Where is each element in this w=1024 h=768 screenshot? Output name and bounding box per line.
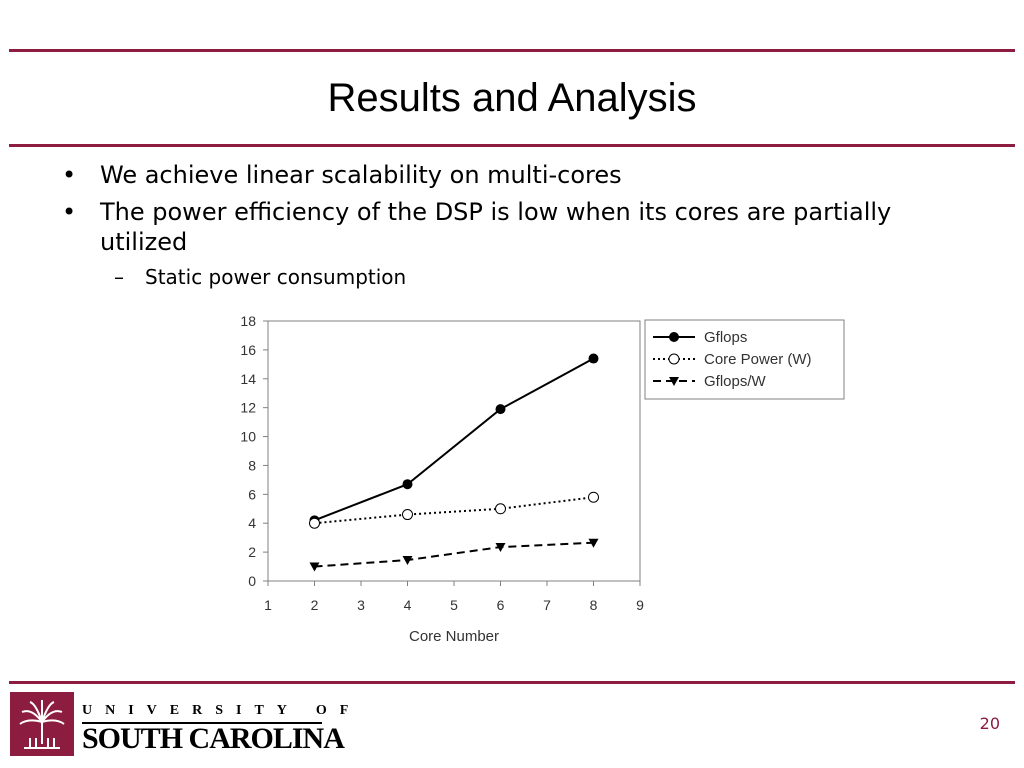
series-line-gflops xyxy=(314,357,594,522)
university-logo xyxy=(10,692,74,756)
series-line-core-power xyxy=(314,496,594,525)
bullet-text: We achieve linear scalability on multi-c… xyxy=(100,161,622,189)
series-line-gflops-per-watt xyxy=(314,541,594,568)
x-tick-label: 2 xyxy=(311,597,319,613)
footer-rule xyxy=(9,681,1015,684)
bullet-marker: • xyxy=(62,198,77,226)
x-tick-label: 6 xyxy=(497,597,505,613)
legend-label-gflops-per-watt: Gflops/W xyxy=(704,373,767,390)
data-point-core-power xyxy=(402,509,413,521)
legend-marker-core-power xyxy=(668,353,680,365)
legend-label-core-power: Core Power (W) xyxy=(704,351,812,368)
x-tick-label: 9 xyxy=(636,597,644,613)
y-tick-label: 8 xyxy=(248,457,256,473)
sub-bullet-text: Static power consumption xyxy=(145,265,407,289)
logo-south-carolina: SOUTH CAROLINA xyxy=(82,722,345,755)
bullet-text: The power efficiency of the DSP is low w… xyxy=(100,198,892,256)
y-tick-label: 12 xyxy=(240,400,256,416)
legend-label-gflops: Gflops xyxy=(704,329,747,346)
y-tick-label: 2 xyxy=(248,544,256,560)
data-point-gflops-per-watt xyxy=(309,562,320,572)
top-rule xyxy=(9,49,1015,52)
data-point-core-power xyxy=(309,517,320,529)
logo-university-of: UNIVERSITY OF xyxy=(82,703,362,718)
slide-title: Results and Analysis xyxy=(327,76,697,120)
sub-bullet-marker: – xyxy=(114,265,124,289)
data-point-gflops xyxy=(402,479,413,490)
y-tick-label: 18 xyxy=(240,313,256,329)
y-tick-label: 16 xyxy=(240,342,256,358)
data-point-gflops-per-watt xyxy=(495,543,506,553)
legend-marker-gflops xyxy=(669,332,679,342)
data-point-gflops xyxy=(495,404,506,415)
title-rule xyxy=(9,144,1015,147)
data-point-gflops-per-watt xyxy=(588,538,599,548)
logo-divider xyxy=(82,722,322,724)
legend-marker-gflops-per-watt xyxy=(669,377,679,386)
y-tick-label: 14 xyxy=(240,371,256,387)
page-number: 20 xyxy=(979,714,1000,733)
y-tick-label: 0 xyxy=(248,573,256,589)
bullet-marker: • xyxy=(62,161,77,189)
data-point-core-power xyxy=(588,491,599,503)
y-tick-label: 6 xyxy=(248,486,256,502)
plot-area xyxy=(267,320,641,582)
x-axis-label: Core Number xyxy=(409,628,499,645)
data-point-gflops-per-watt xyxy=(402,556,413,566)
palmetto-icon xyxy=(19,700,65,749)
y-tick-label: 10 xyxy=(240,429,256,445)
data-point-core-power xyxy=(495,503,506,515)
x-tick-label: 3 xyxy=(357,597,365,613)
x-tick-label: 1 xyxy=(264,597,272,613)
x-tick-label: 4 xyxy=(404,597,412,613)
x-tick-label: 8 xyxy=(590,597,598,613)
x-tick-label: 7 xyxy=(543,597,551,613)
x-tick-label: 5 xyxy=(450,597,458,613)
data-point-gflops xyxy=(588,353,599,364)
y-tick-label: 4 xyxy=(248,515,256,531)
